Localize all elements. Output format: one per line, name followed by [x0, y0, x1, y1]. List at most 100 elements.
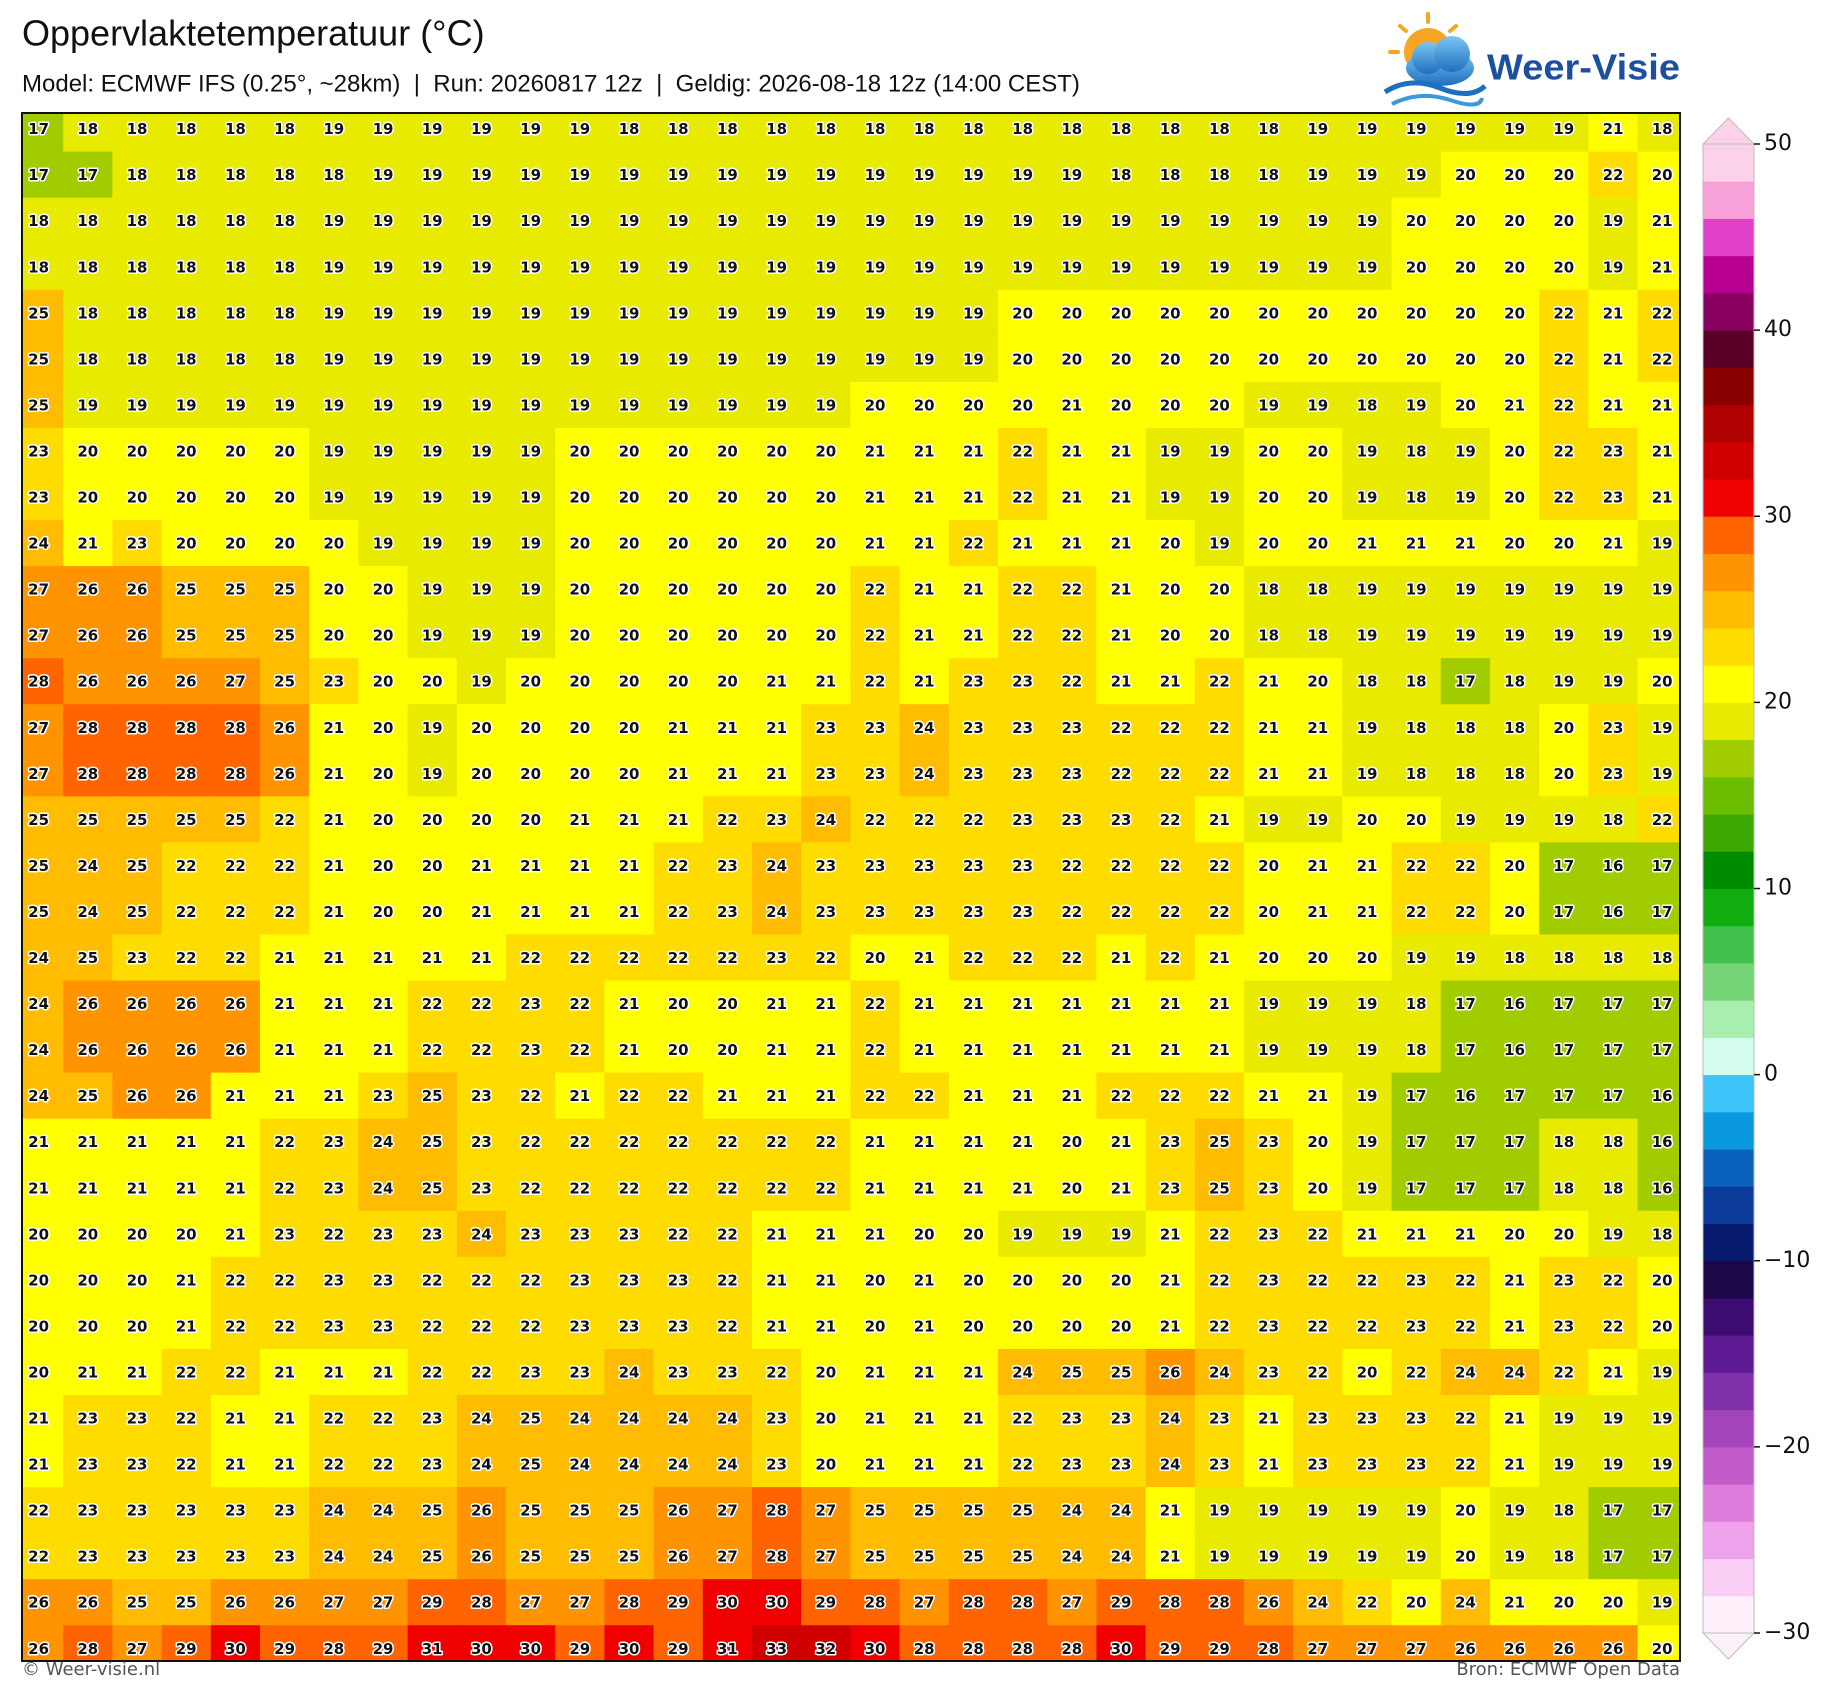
- temperature-label: 23: [127, 535, 148, 553]
- temperature-cell: [22, 796, 64, 843]
- temperature-label: 17: [1553, 857, 1574, 875]
- temperature-label: 24: [28, 1087, 49, 1105]
- temperature-label: 19: [520, 627, 541, 645]
- temperature-label: 22: [1406, 903, 1427, 921]
- temperature-cell: [1096, 796, 1147, 843]
- temperature-cell: [604, 289, 655, 337]
- temperature-label: 23: [274, 1502, 295, 1520]
- temperature-label: 19: [1603, 258, 1624, 276]
- temperature-label: 21: [1652, 396, 1673, 414]
- temperature-label: 28: [1258, 1640, 1279, 1658]
- temperature-label: 19: [1061, 1225, 1082, 1243]
- temperature-label: 20: [815, 489, 836, 507]
- temperature-cell: [210, 243, 261, 291]
- temperature-cell: [752, 1026, 802, 1074]
- temperature-label: 20: [668, 581, 689, 599]
- temperature-label: 18: [77, 304, 98, 322]
- colorbar-band: [1703, 925, 1754, 964]
- temperature-cell: [1539, 151, 1589, 199]
- temperature-cell: [22, 473, 64, 521]
- temperature-cell: [112, 1118, 163, 1166]
- temperature-cell: [1440, 520, 1491, 567]
- temperature-label: 20: [1258, 949, 1279, 967]
- temperature-label: 23: [717, 857, 738, 875]
- temperature-cell: [801, 750, 851, 797]
- temperature-cell: [407, 612, 458, 659]
- temperature-label: 20: [1307, 1179, 1328, 1197]
- temperature-cell: [948, 888, 999, 936]
- temperature-label: 28: [127, 719, 148, 737]
- temperature-label: 22: [422, 1041, 443, 1059]
- temperature-label: 18: [176, 166, 197, 184]
- temperature-label: 22: [766, 1363, 787, 1381]
- temperature-label: 17: [1455, 1133, 1476, 1151]
- temperature-label: 19: [520, 304, 541, 322]
- temperature-label: 22: [520, 949, 541, 967]
- temperature-label: 23: [127, 1456, 148, 1474]
- temperature-cell: [407, 1348, 458, 1396]
- temperature-label: 21: [1111, 1041, 1132, 1059]
- temperature-label: 18: [274, 120, 295, 138]
- temperature-cell: [309, 1118, 359, 1166]
- temperature-label: 19: [815, 304, 836, 322]
- temperature-label: 20: [1160, 304, 1181, 322]
- temperature-label: 22: [1061, 627, 1082, 645]
- temperature-cell: [1145, 381, 1196, 429]
- temperature-cell: [1342, 1256, 1393, 1304]
- temperature-cell: [998, 1394, 1048, 1442]
- temperature-cell: [998, 520, 1048, 567]
- temperature-cell: [653, 113, 704, 153]
- temperature-label: 27: [28, 581, 49, 599]
- temperature-cell: [260, 1441, 310, 1488]
- temperature-cell: [752, 612, 802, 659]
- temperature-label: 22: [323, 1225, 344, 1243]
- temperature-label: 20: [963, 396, 984, 414]
- temperature-label: 25: [569, 1502, 590, 1520]
- temperature-label: 24: [668, 1410, 689, 1428]
- temperature-label: 21: [1258, 1456, 1279, 1474]
- temperature-label: 20: [619, 442, 640, 460]
- temperature-label: 21: [1160, 673, 1181, 691]
- temperature-cell: [899, 1394, 950, 1442]
- temperature-cell: [1440, 934, 1491, 982]
- temperature-cell: [1342, 796, 1393, 843]
- temperature-label: 22: [520, 1133, 541, 1151]
- temperature-cell: [63, 980, 113, 1028]
- temperature-cell: [1539, 750, 1589, 797]
- temperature-label: 19: [1160, 258, 1181, 276]
- temperature-cell: [210, 1210, 261, 1258]
- temperature-label: 20: [717, 581, 738, 599]
- temperature-cell: [1539, 1256, 1589, 1304]
- temperature-label: 20: [28, 1317, 49, 1335]
- temperature-cell: [1342, 1302, 1393, 1350]
- temperature-label: 20: [569, 765, 590, 783]
- temperature-cell: [1440, 1394, 1491, 1442]
- subtitle: Model: ECMWF IFS (0.25°, ~28km) | Run: 2…: [22, 70, 1080, 97]
- temperature-cell: [752, 335, 802, 383]
- temperature-cell: [702, 113, 753, 153]
- temperature-label: 22: [619, 1133, 640, 1151]
- temperature-cell: [1145, 113, 1196, 153]
- temperature-cell: [1440, 1210, 1491, 1258]
- temperature-label: 20: [865, 396, 886, 414]
- temperature-label: 22: [1160, 811, 1181, 829]
- temperature-label: 21: [963, 1041, 984, 1059]
- temperature-cell: [801, 888, 851, 936]
- temperature-label: 21: [914, 535, 935, 553]
- temperature-label: 30: [717, 1594, 738, 1612]
- temperature-cell: [210, 1256, 261, 1304]
- temperature-label: 25: [422, 1502, 443, 1520]
- temperature-cell: [1194, 888, 1245, 936]
- temperature-label: 21: [323, 1087, 344, 1105]
- temperature-label: 19: [1504, 1548, 1525, 1566]
- temperature-cell: [210, 427, 261, 475]
- temperature-cell: [1490, 980, 1540, 1028]
- temperature-label: 21: [619, 1041, 640, 1059]
- temperature-cell: [998, 1302, 1048, 1350]
- temperature-label: 19: [1504, 120, 1525, 138]
- temperature-cell: [1490, 658, 1540, 705]
- temperature-label: 18: [1504, 673, 1525, 691]
- temperature-label: 28: [77, 1640, 98, 1658]
- temperature-label: 18: [1111, 166, 1132, 184]
- temperature-label: 23: [865, 903, 886, 921]
